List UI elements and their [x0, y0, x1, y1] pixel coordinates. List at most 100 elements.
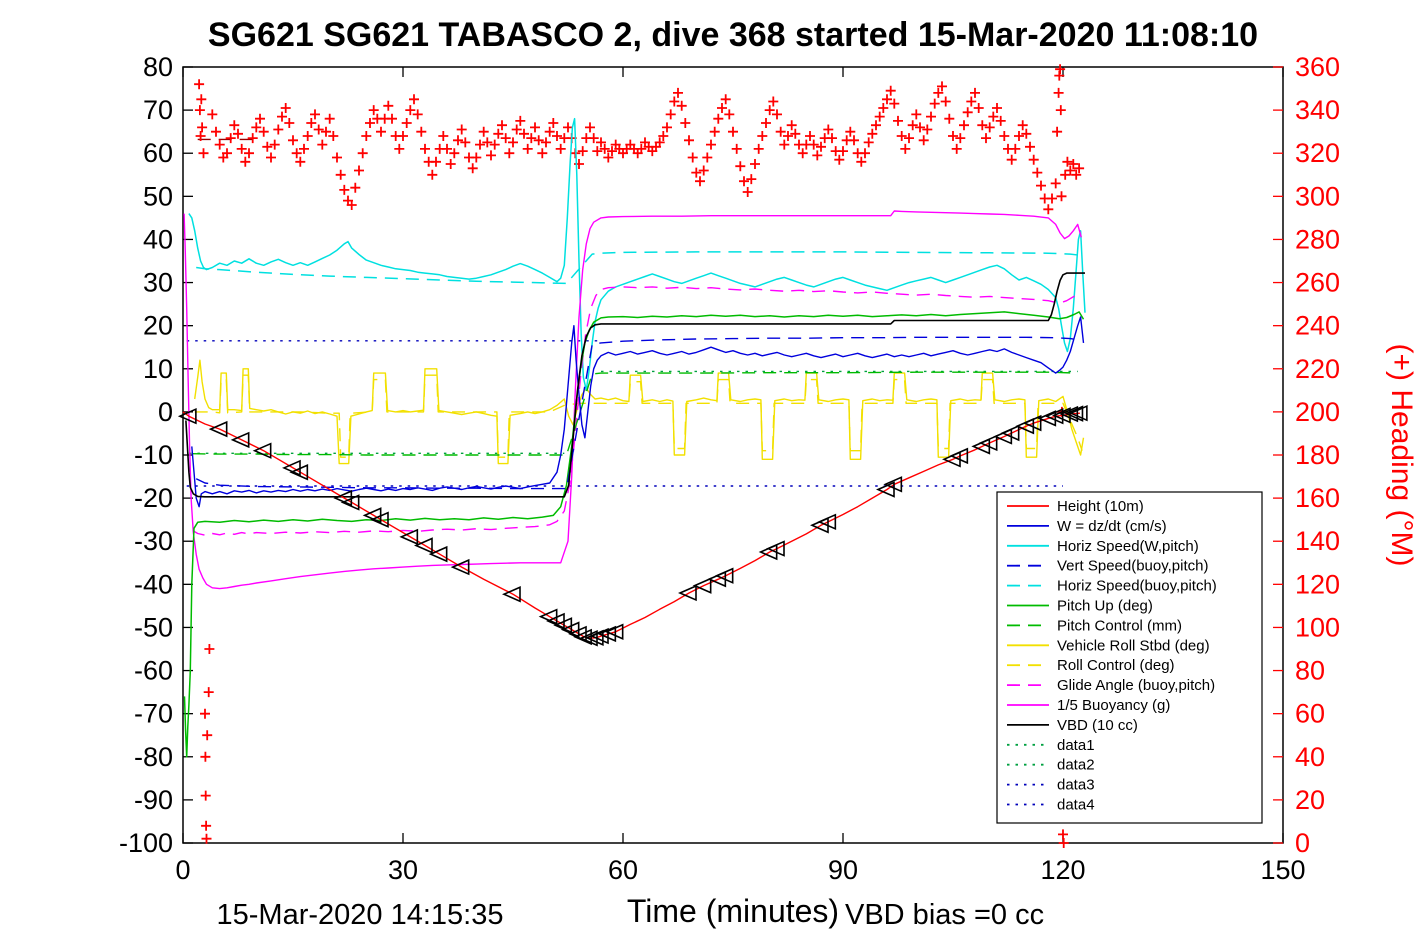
- plus-marker: [332, 152, 342, 163]
- plus-marker: [198, 148, 209, 159]
- plus-marker: [438, 131, 449, 141]
- plus-marker: [200, 708, 210, 719]
- plus-marker: [680, 118, 691, 128]
- plus-marker: [530, 122, 540, 133]
- plus-marker: [951, 143, 962, 154]
- plus-marker: [838, 146, 848, 157]
- triangle-left-marker: [289, 464, 309, 481]
- y-tick-label-right: 100: [1295, 612, 1340, 642]
- plus-marker: [962, 107, 973, 118]
- plus-marker: [849, 135, 859, 146]
- plus-marker: [486, 150, 496, 161]
- plus-marker: [786, 120, 797, 131]
- plus-marker: [269, 139, 280, 150]
- legend-item-label: VBD (10 cc): [1057, 717, 1138, 734]
- plus-marker: [280, 103, 291, 113]
- plus-marker: [1047, 193, 1057, 204]
- plus-marker: [1071, 169, 1082, 180]
- plus-marker: [746, 174, 757, 185]
- plus-marker: [306, 118, 317, 128]
- plus-marker: [860, 148, 870, 159]
- plus-marker: [361, 131, 372, 141]
- plus-marker: [900, 143, 911, 154]
- plus-marker: [453, 135, 463, 146]
- plus-marker: [222, 148, 232, 159]
- plus-marker: [1056, 191, 1067, 202]
- plus-marker: [607, 146, 617, 157]
- plus-marker: [288, 135, 298, 146]
- plus-marker: [482, 137, 493, 148]
- plus-marker: [959, 120, 969, 131]
- plus-marker: [812, 150, 823, 161]
- plus-marker: [497, 120, 507, 131]
- plus-marker: [258, 126, 269, 137]
- plus-marker: [204, 644, 215, 654]
- plus-marker: [911, 109, 922, 120]
- legend-item-label: data1: [1057, 737, 1095, 754]
- triangle-left-marker: [1059, 405, 1079, 423]
- y-tick-label-left: -30: [134, 526, 173, 556]
- plus-marker: [702, 152, 713, 163]
- plus-marker: [339, 184, 350, 195]
- plus-marker: [420, 143, 430, 154]
- plus-marker: [511, 124, 522, 135]
- y-tick-label-right: 260: [1295, 268, 1340, 298]
- y-tick-label-right: 320: [1295, 138, 1340, 168]
- triangle-left-marker: [399, 528, 419, 546]
- plus-marker: [398, 131, 408, 141]
- plus-marker: [823, 124, 834, 135]
- y-tick-label-left: 60: [143, 138, 173, 168]
- plus-marker: [357, 148, 368, 159]
- x-tick-label: 0: [175, 855, 190, 885]
- triangle-left-marker: [1044, 407, 1064, 425]
- plus-marker: [202, 730, 213, 741]
- plus-marker: [299, 143, 309, 154]
- plus-marker: [896, 131, 907, 141]
- plus-marker: [533, 135, 544, 146]
- plus-marker: [233, 128, 243, 139]
- plus-marker: [1036, 180, 1046, 191]
- y-tick-label-right: 20: [1295, 785, 1325, 815]
- plus-marker: [988, 111, 999, 122]
- plus-marker: [563, 122, 573, 133]
- triangle-left-marker: [370, 511, 389, 528]
- plus-marker: [885, 85, 896, 96]
- plus-marker: [687, 152, 698, 163]
- y-tick-label-left: -80: [134, 742, 173, 772]
- triangle-left-marker: [573, 628, 592, 646]
- plus-marker: [1055, 64, 1066, 75]
- plot-title: SG621 SG621 TABASCO 2, dive 368 started …: [208, 16, 1258, 54]
- plus-marker: [273, 124, 284, 135]
- plus-marker: [779, 139, 790, 150]
- y-tick-label-left: -90: [134, 785, 173, 815]
- plus-marker: [893, 115, 903, 126]
- y-tick-label-left: 0: [158, 397, 173, 427]
- plus-marker: [750, 159, 760, 169]
- plus-marker: [387, 113, 397, 124]
- plus-marker: [200, 790, 211, 801]
- plus-marker: [731, 143, 742, 154]
- plus-marker: [775, 126, 786, 137]
- plus-marker: [475, 139, 485, 150]
- plus-marker: [368, 105, 379, 116]
- plus-marker: [867, 128, 878, 139]
- plus-marker: [295, 156, 306, 167]
- plus-marker: [519, 128, 529, 139]
- plus-marker: [214, 139, 225, 150]
- y-tick-label-left: -40: [134, 569, 173, 599]
- plus-marker: [764, 105, 775, 116]
- plus-marker: [247, 133, 258, 144]
- x-tick-label: 30: [388, 855, 418, 885]
- plus-marker: [834, 154, 845, 165]
- plus-marker: [816, 141, 826, 152]
- legend-item-label: Height (10m): [1057, 498, 1144, 515]
- plus-marker: [1006, 154, 1017, 165]
- plus-marker: [695, 176, 705, 187]
- plus-marker: [354, 165, 364, 176]
- y-tick-label-left: 30: [143, 268, 173, 298]
- plus-marker: [346, 200, 357, 210]
- series-pitch-control: [192, 371, 1078, 456]
- plus-marker: [544, 126, 555, 137]
- plus-marker: [713, 113, 724, 124]
- plus-marker: [995, 115, 1006, 126]
